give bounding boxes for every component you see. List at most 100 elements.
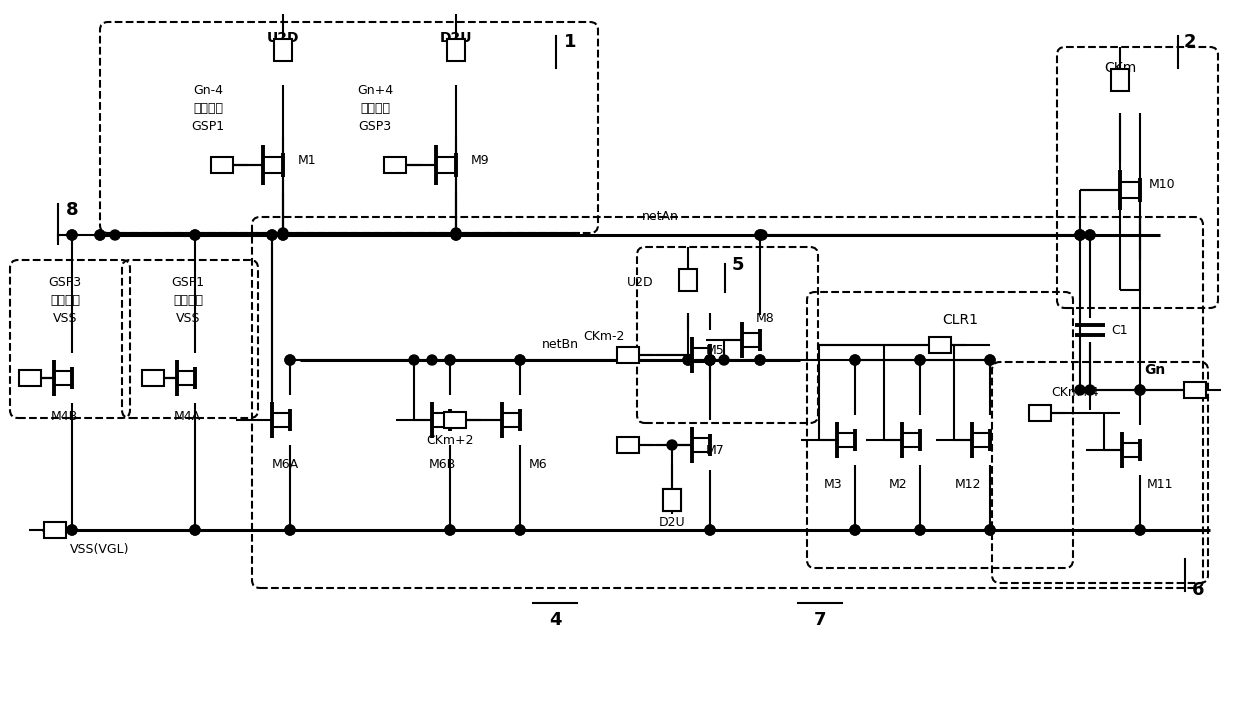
Text: M7: M7 [706, 444, 724, 457]
Circle shape [445, 355, 455, 365]
Text: CKm-2: CKm-2 [584, 331, 625, 343]
Circle shape [515, 355, 525, 365]
Bar [444, 412, 466, 428]
Circle shape [706, 525, 715, 535]
Text: 后两级接: 后两级接 [360, 102, 391, 115]
Text: CKm: CKm [1104, 61, 1136, 75]
Text: VSS: VSS [53, 311, 77, 325]
Circle shape [915, 525, 925, 535]
Text: D2U: D2U [440, 31, 472, 45]
Text: M6A: M6A [272, 458, 299, 472]
Circle shape [278, 230, 288, 240]
Text: 前两级接: 前两级接 [193, 102, 223, 115]
Circle shape [706, 355, 715, 365]
Text: M10: M10 [1148, 179, 1176, 191]
Circle shape [190, 230, 200, 240]
Bar [43, 522, 66, 538]
Circle shape [849, 525, 861, 535]
Text: CKm+2: CKm+2 [427, 434, 474, 447]
Text: 前三级接: 前三级接 [174, 293, 203, 306]
Bar [618, 437, 639, 453]
Text: M8: M8 [755, 311, 774, 325]
Circle shape [849, 355, 861, 365]
Circle shape [1075, 230, 1085, 240]
Circle shape [706, 355, 715, 365]
Text: M4A: M4A [174, 409, 201, 422]
Text: D2U: D2U [658, 516, 686, 528]
Text: netAn: netAn [641, 211, 678, 224]
Circle shape [95, 230, 105, 240]
Circle shape [849, 525, 861, 535]
Text: U2D: U2D [626, 275, 653, 288]
Bar [446, 39, 465, 61]
Circle shape [1085, 230, 1095, 240]
Text: Gn-4: Gn-4 [193, 83, 223, 97]
Text: M5: M5 [706, 343, 724, 356]
Text: Gn: Gn [1145, 363, 1166, 377]
Circle shape [451, 230, 461, 240]
Text: M9: M9 [471, 153, 490, 166]
Text: CLR1: CLR1 [942, 313, 978, 327]
Text: CKm+4: CKm+4 [1052, 386, 1099, 399]
Text: 后三级接: 后三级接 [50, 293, 81, 306]
Circle shape [67, 525, 77, 535]
Circle shape [515, 525, 525, 535]
Text: M6B: M6B [428, 458, 455, 472]
Circle shape [1135, 385, 1145, 395]
Circle shape [755, 355, 765, 365]
Circle shape [445, 525, 455, 535]
Circle shape [755, 230, 765, 240]
Text: M1: M1 [298, 153, 316, 166]
Text: 1: 1 [564, 33, 577, 51]
Bar [663, 489, 681, 511]
Text: GSP1: GSP1 [191, 120, 224, 133]
Circle shape [515, 355, 525, 365]
Circle shape [985, 525, 994, 535]
Circle shape [1075, 385, 1085, 395]
Circle shape [1075, 230, 1085, 240]
Text: M3: M3 [823, 478, 842, 491]
Text: 8: 8 [66, 201, 78, 219]
Circle shape [67, 230, 77, 240]
Text: VSS(VGL): VSS(VGL) [69, 543, 129, 556]
Bar [618, 347, 639, 363]
Bar [663, 489, 681, 511]
Circle shape [1085, 385, 1095, 395]
Circle shape [667, 440, 677, 450]
Circle shape [985, 355, 994, 365]
Circle shape [756, 230, 768, 240]
Text: GSP3: GSP3 [48, 275, 82, 288]
Circle shape [849, 355, 861, 365]
Bar [384, 157, 405, 173]
Circle shape [267, 230, 277, 240]
Text: U2D: U2D [267, 31, 299, 45]
Circle shape [285, 525, 295, 535]
Circle shape [683, 355, 693, 365]
Text: M6: M6 [528, 458, 547, 472]
Bar [1111, 69, 1128, 91]
Circle shape [706, 525, 715, 535]
Circle shape [985, 355, 994, 365]
Circle shape [278, 230, 288, 240]
Circle shape [95, 230, 105, 240]
Text: GSP3: GSP3 [358, 120, 392, 133]
Circle shape [67, 230, 77, 240]
Bar [274, 39, 291, 61]
Circle shape [915, 525, 925, 535]
Text: M4B: M4B [51, 409, 78, 422]
Circle shape [285, 355, 295, 365]
Circle shape [67, 525, 77, 535]
Circle shape [451, 230, 461, 240]
Circle shape [409, 355, 419, 365]
Circle shape [445, 525, 455, 535]
Circle shape [706, 355, 715, 365]
Circle shape [1085, 230, 1095, 240]
Text: M11: M11 [1147, 478, 1173, 491]
Text: 4: 4 [549, 611, 562, 629]
Circle shape [915, 355, 925, 365]
Text: netBn: netBn [542, 338, 579, 351]
Circle shape [285, 525, 295, 535]
Text: 5: 5 [732, 256, 744, 274]
Circle shape [427, 355, 436, 365]
Bar [211, 157, 233, 173]
